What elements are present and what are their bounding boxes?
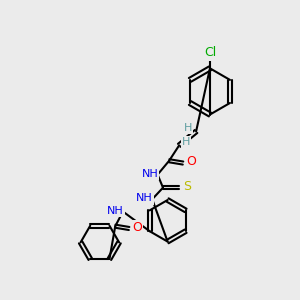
Text: O: O xyxy=(186,155,196,168)
Text: S: S xyxy=(183,180,191,194)
Text: NH: NH xyxy=(136,194,153,203)
Text: NH: NH xyxy=(142,169,158,179)
Text: O: O xyxy=(132,221,142,234)
Text: Cl: Cl xyxy=(204,46,216,59)
Text: NH: NH xyxy=(107,206,124,216)
Text: H: H xyxy=(183,123,192,133)
Text: H: H xyxy=(182,137,190,147)
